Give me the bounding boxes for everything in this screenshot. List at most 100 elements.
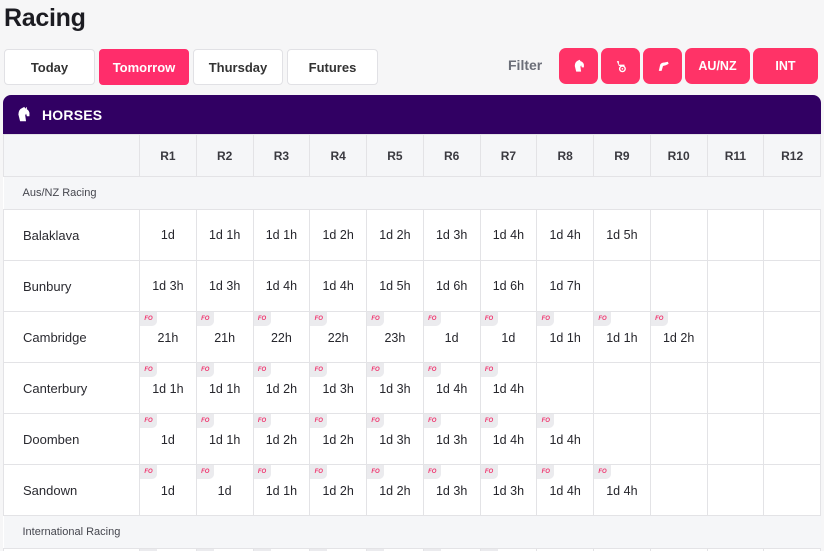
race-column-header: R1 (139, 134, 197, 177)
race-countdown: 1d (160, 484, 175, 498)
race-countdown: 1d (160, 228, 175, 242)
race-countdown: 1d 3h (379, 382, 411, 396)
race-cell[interactable]: FO 21h (195, 311, 254, 363)
fixed-odds-badge (140, 549, 157, 551)
race-cell[interactable]: FO 1d 3h (422, 464, 481, 516)
filter-au-nz-button[interactable]: AU/NZ (685, 48, 750, 84)
race-cell[interactable]: 1d 5h (593, 209, 651, 261)
race-column-header: R12 (763, 134, 821, 177)
horse-icon (572, 59, 586, 73)
fixed-odds-badge: FO (594, 465, 611, 479)
fixed-odds-badge: FO (310, 465, 328, 479)
race-cell[interactable]: FO 1d 1h (593, 311, 651, 363)
race-countdown: 1d 1h (265, 484, 298, 498)
race-cell[interactable]: 1d 5h (366, 260, 424, 312)
venue-name[interactable]: Canterbury (3, 362, 140, 414)
filter-greyhound-button[interactable] (643, 48, 682, 84)
race-cell[interactable]: FO 23h (366, 311, 424, 363)
race-countdown: 1d (444, 331, 459, 345)
race-cell[interactable]: FO 1d (479, 311, 538, 363)
race-countdown: 1d 4h (435, 382, 468, 396)
race-cell[interactable]: FO 1d 1h (139, 362, 197, 414)
race-cell[interactable]: FO 1d 4h (536, 413, 594, 465)
race-cell[interactable]: FO 1d 4h (593, 464, 651, 516)
race-cell[interactable]: FO 1d 2h (366, 464, 424, 516)
venue-name[interactable]: Doomben (3, 413, 140, 465)
race-cell[interactable]: FO 1d 2h (252, 362, 311, 414)
race-cell[interactable]: 1d 4h (479, 209, 538, 261)
race-countdown: 1d (217, 484, 232, 498)
empty-race-cell (706, 209, 765, 261)
race-cell[interactable]: FO 1d 2h (649, 311, 708, 363)
race-countdown: 1d 4h (492, 228, 525, 242)
race-cell[interactable]: 1d 3h (195, 260, 254, 312)
tab-futures[interactable]: Futures (287, 49, 378, 85)
tab-today[interactable]: Today (4, 49, 95, 85)
race-cell[interactable]: 1d 1h (252, 209, 311, 261)
table-row: Sandown FO 1d FO 1d FO 1d 1h FO 1d 2h FO 1d 2h FO 1d… (3, 464, 821, 516)
race-cell[interactable]: FO 22h (252, 311, 311, 363)
empty-race-cell (763, 260, 821, 312)
race-cell[interactable]: FO 1d 1h (195, 413, 254, 465)
race-cell[interactable]: FO 1d 4h (479, 413, 538, 465)
race-cell[interactable]: FO 1d 2h (252, 413, 311, 465)
race-cell[interactable]: FO 1d 1h (195, 362, 254, 414)
table-row: Balaklava 1d 1d 1h 1d 1h 1d 2h 1d 2h 1d 3h 1d 4… (3, 209, 821, 261)
fixed-odds-badge: FO (367, 414, 384, 428)
race-cell[interactable]: FO 21h (139, 311, 197, 363)
race-countdown: 1d 4h (492, 433, 525, 447)
race-countdown: 1d 4h (322, 279, 354, 293)
race-cell[interactable]: FO 1d 1h (252, 464, 311, 516)
race-cell[interactable]: FO 1d 2h (309, 413, 367, 465)
fixed-odds-badge: FO (650, 312, 668, 326)
race-cell[interactable]: FO 1d (195, 464, 254, 516)
race-cell[interactable]: FO 1d (422, 311, 481, 363)
race-cell[interactable]: FO 1d 4h (536, 464, 594, 516)
race-cell[interactable]: FO 1d 3h (309, 362, 367, 414)
race-cell[interactable]: FO 1d 3h (479, 464, 538, 516)
race-cell[interactable]: 1d 3h (422, 209, 481, 261)
venue-name[interactable]: Sandown (3, 464, 140, 516)
venue-name[interactable]: Cambridge (3, 311, 140, 363)
fixed-odds-badge (367, 549, 384, 551)
race-cell[interactable]: FO 1d 3h (366, 362, 424, 414)
race-column-header: R10 (649, 134, 708, 177)
race-cell (366, 548, 424, 551)
race-schedule-table: R1 R2 R3 R4 R5 R6 R7 R8 R9 R10 R11 R12 Aus/NZ Racin… (3, 134, 821, 551)
race-cell[interactable]: FO 1d 3h (422, 413, 481, 465)
race-cell[interactable]: FO 1d 4h (479, 362, 538, 414)
venue-name[interactable]: Balaklava (3, 209, 140, 261)
fixed-odds-badge: FO (367, 465, 384, 479)
filter-int-button[interactable]: INT (753, 48, 818, 84)
race-cell[interactable]: 1d (139, 209, 197, 261)
race-cell[interactable]: FO 1d 2h (309, 464, 367, 516)
race-cell[interactable]: 1d 2h (309, 209, 367, 261)
race-cell[interactable]: 1d 4h (252, 260, 311, 312)
race-countdown: 21h (157, 331, 179, 345)
race-cell[interactable]: 1d 6h (422, 260, 481, 312)
filter-horse-button[interactable] (559, 48, 598, 84)
fixed-odds-badge: FO (480, 465, 498, 479)
filter-harness-button[interactable] (601, 48, 640, 84)
race-countdown: 1d 1h (606, 331, 638, 345)
race-cell[interactable]: 1d 2h (366, 209, 424, 261)
race-cell[interactable]: 1d 3h (139, 260, 197, 312)
race-cell[interactable]: FO 1d 4h (422, 362, 481, 414)
race-cell[interactable]: FO 1d 1h (536, 311, 594, 363)
race-column-header: R9 (593, 134, 651, 177)
race-cell[interactable]: FO 1d (139, 413, 197, 465)
venue-name[interactable]: Bunbury (3, 260, 140, 312)
race-cell[interactable]: 1d 4h (536, 209, 594, 261)
race-countdown: 1d 5h (606, 228, 638, 242)
race-countdown: 1d 2h (265, 433, 298, 447)
race-cell[interactable]: FO 1d (139, 464, 197, 516)
race-cell[interactable]: 1d 7h (536, 260, 594, 312)
tab-tomorrow[interactable]: Tomorrow (99, 49, 189, 85)
race-cell[interactable]: FO 22h (309, 311, 367, 363)
tab-thursday[interactable]: Thursday (193, 49, 283, 85)
race-cell[interactable]: 1d 1h (195, 209, 254, 261)
race-cell[interactable]: FO 1d 3h (366, 413, 424, 465)
fixed-odds-badge: FO (537, 414, 555, 428)
race-cell[interactable]: 1d 6h (479, 260, 538, 312)
race-cell[interactable]: 1d 4h (309, 260, 367, 312)
